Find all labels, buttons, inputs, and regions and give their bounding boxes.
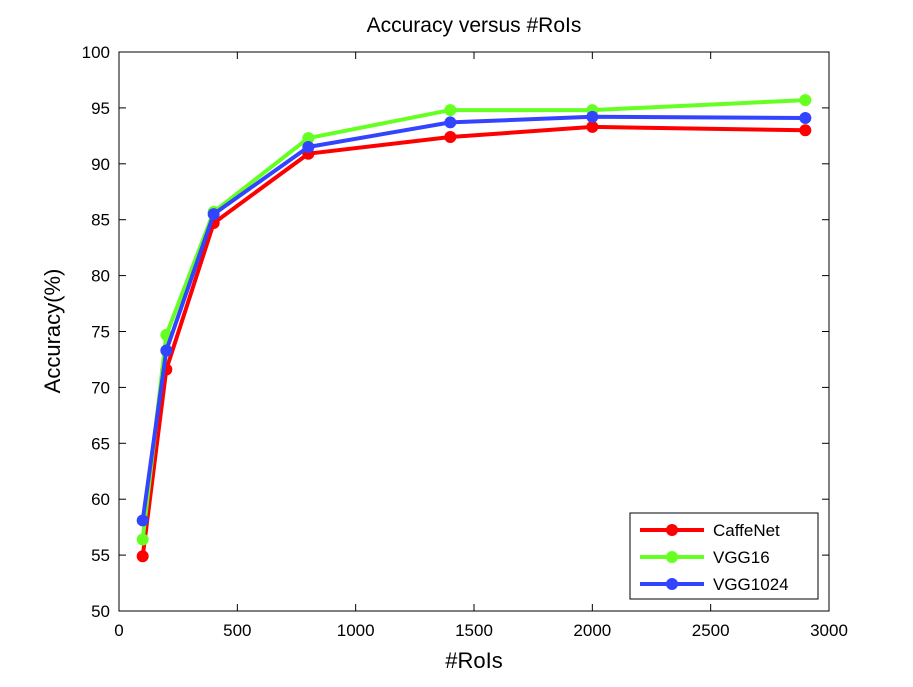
data-point-vgg16 xyxy=(302,132,315,145)
y-tick-label: 70 xyxy=(91,378,110,397)
data-point-caffenet xyxy=(799,124,812,137)
chart-title: Accuracy versus #RoIs xyxy=(367,14,582,37)
data-point-vgg1024 xyxy=(207,208,220,221)
x-tick-label: 2500 xyxy=(692,621,730,640)
y-axis-title: Accuracy(%) xyxy=(40,269,65,394)
x-axis-title: #RoIs xyxy=(445,648,502,673)
data-point-vgg16 xyxy=(136,533,149,546)
y-tick-label: 80 xyxy=(91,267,110,286)
y-tick-label: 90 xyxy=(91,155,110,174)
legend-marker-vgg1024 xyxy=(666,578,678,590)
x-tick-label: 1000 xyxy=(337,621,375,640)
x-tick-label: 0 xyxy=(114,621,123,640)
axis-ticks: 0 500 1000 1500 2000 2500 3000 50 55 60 65 70 75 80 85… xyxy=(82,43,848,640)
data-point-vgg16 xyxy=(444,104,457,117)
legend: CaffeNet VGG16 VGG1024 xyxy=(629,512,819,600)
legend-label-vgg16: VGG16 xyxy=(713,548,770,567)
x-tick-label: 3000 xyxy=(810,621,848,640)
data-point-vgg1024 xyxy=(799,111,812,124)
data-point-caffenet xyxy=(444,130,457,143)
data-point-vgg1024 xyxy=(302,141,315,154)
data-point-vgg1024 xyxy=(160,344,173,357)
y-tick-label: 75 xyxy=(91,323,110,342)
legend-label-caffenet: CaffeNet xyxy=(713,521,780,540)
x-tick-label: 500 xyxy=(223,621,251,640)
series-layer xyxy=(136,94,812,563)
y-tick-label: 65 xyxy=(91,434,110,453)
data-point-vgg1024 xyxy=(586,110,599,123)
series-vgg1024 xyxy=(136,110,812,527)
y-tick-label: 60 xyxy=(91,490,110,509)
y-tick-label: 100 xyxy=(82,43,110,62)
legend-marker-caffenet xyxy=(666,524,678,536)
y-tick-label: 85 xyxy=(91,211,110,230)
x-tick-label: 1500 xyxy=(455,621,493,640)
data-point-caffenet xyxy=(586,120,599,133)
data-point-vgg16 xyxy=(799,94,812,107)
y-tick-label: 50 xyxy=(91,602,110,621)
x-tick-label: 2000 xyxy=(573,621,611,640)
y-tick-label: 95 xyxy=(91,99,110,118)
data-point-vgg1024 xyxy=(444,116,457,129)
legend-label-vgg1024: VGG1024 xyxy=(713,575,789,594)
data-point-vgg1024 xyxy=(136,514,149,527)
legend-marker-vgg16 xyxy=(666,551,678,563)
y-tick-label: 55 xyxy=(91,546,110,565)
data-point-caffenet xyxy=(136,550,149,563)
